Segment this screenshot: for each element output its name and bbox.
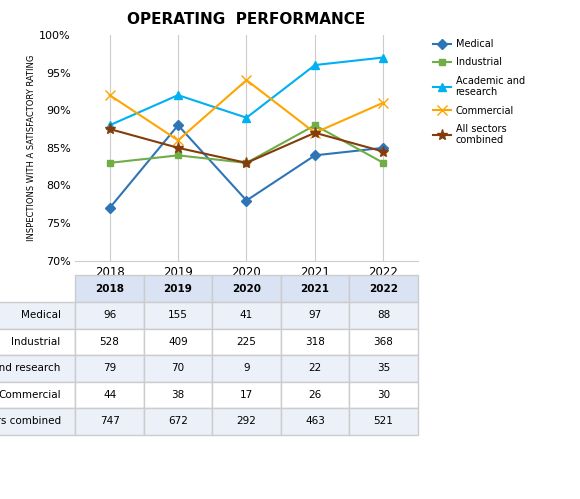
Y-axis label: INSPECTIONS WITH A SATISFACTORY RATING: INSPECTIONS WITH A SATISFACTORY RATING — [27, 54, 36, 241]
Text: Number of Inspections with a satisfactory rating: Number of Inspections with a satisfactor… — [129, 479, 451, 492]
Legend: Medical, Industrial, Academic and
research, Commercial, All sectors
combined: Medical, Industrial, Academic and resear… — [429, 35, 528, 149]
Title: OPERATING  PERFORMANCE: OPERATING PERFORMANCE — [128, 12, 365, 27]
